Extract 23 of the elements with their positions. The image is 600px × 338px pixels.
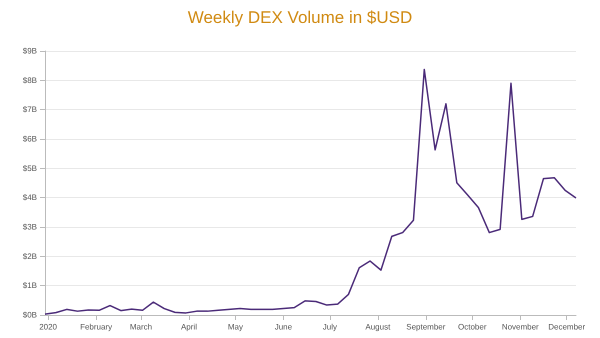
- y-tick-label: $7B: [22, 105, 37, 114]
- y-tick-label: $8B: [22, 76, 37, 85]
- x-tick-label: 2020: [39, 322, 58, 332]
- y-tick-label: $3B: [22, 222, 37, 232]
- x-tick-label: April: [180, 322, 198, 332]
- x-tick-label: May: [228, 322, 243, 332]
- x-tick-label: March: [130, 322, 152, 332]
- x-tick-label: February: [80, 322, 112, 332]
- x-tick-label: September: [406, 322, 446, 332]
- x-tick-label: November: [502, 322, 540, 332]
- y-tick-label: $4B: [22, 193, 37, 202]
- x-tick-label: August: [365, 322, 392, 332]
- x-tick-label: July: [322, 322, 337, 332]
- y-tick-label: $6B: [22, 134, 37, 144]
- x-tick-label: June: [274, 322, 293, 332]
- x-tick-label: October: [458, 322, 487, 332]
- chart-title: Weekly DEX Volume in $USD: [188, 8, 412, 27]
- y-tick-label: $0B: [22, 310, 37, 320]
- y-tick-label: $9B: [22, 46, 37, 56]
- y-tick-label: $2B: [22, 252, 37, 261]
- x-tick-label: December: [548, 322, 586, 332]
- y-tick-label: $1B: [22, 281, 37, 290]
- y-tick-label: $5B: [22, 164, 37, 173]
